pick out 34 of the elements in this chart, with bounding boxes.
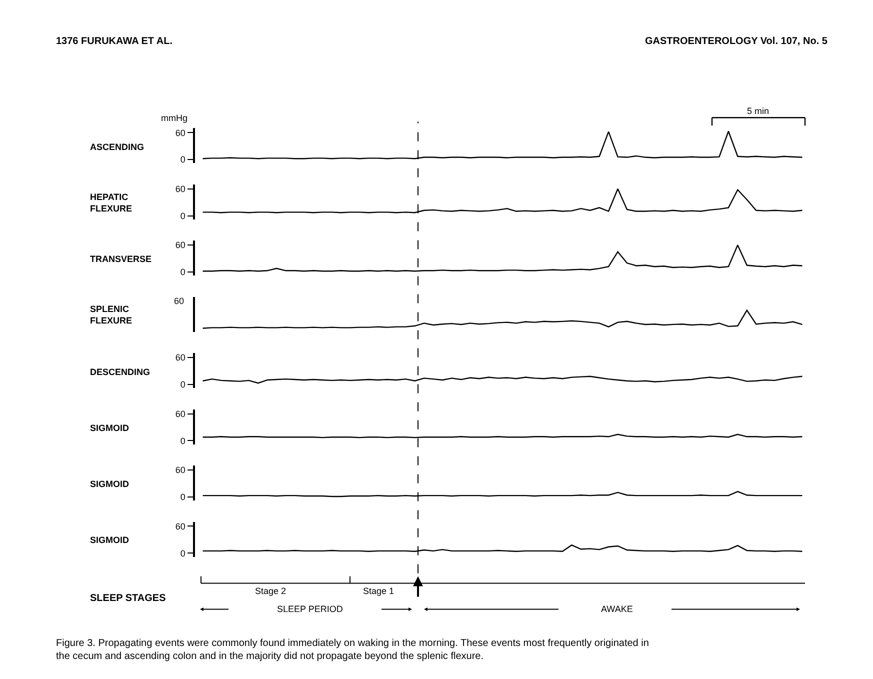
- y-axis-title: SIGMOID: [90, 479, 130, 489]
- y-tick-label: 0: [180, 548, 186, 558]
- caption: Figure 3. Propagating events were commonly found immediately on waking in the morning. These events most frequently originated in the cecum and ascending colon and in the majority did not propagate beyond the splenic flexure.: [56, 638, 649, 662]
- y-tick-label: 60: [175, 465, 186, 476]
- y-tick-label: 0: [180, 267, 186, 278]
- text: Stage 1: [363, 586, 394, 596]
- y-tick-label: 0: [180, 154, 186, 165]
- line-series: [202, 244, 803, 272]
- y-axis-title: ASCENDING: [90, 142, 144, 152]
- y-axis-title: TRANSVERSE: [90, 254, 152, 264]
- y-tick-label: 0: [180, 210, 186, 221]
- text: Stage 2: [255, 586, 286, 596]
- y-tick-label: 60: [175, 184, 186, 194]
- text: 5 min: [747, 106, 770, 116]
- y-axis-title: SIGMOID: [90, 423, 130, 433]
- y-tick-label: 60: [175, 352, 186, 363]
- y-tick-label: 60: [175, 240, 186, 250]
- y-tick-label: 60: [175, 521, 186, 532]
- y-axis-title: DESCENDING: [90, 367, 150, 377]
- y-tick-label: 60: [175, 128, 186, 138]
- text: GASTROENTEROLOGY Vol. 107, No. 5: [645, 36, 828, 47]
- y-axis-title: SIGMOID: [90, 535, 130, 545]
- text: mmHg: [161, 113, 188, 123]
- text: 1376 FURUKAWA ET AL.: [56, 36, 173, 47]
- text: AWAKE: [601, 604, 633, 614]
- text: SLEEP STAGES: [90, 593, 166, 604]
- y-tick-label: 60: [175, 408, 186, 419]
- y-axis-title: SPLENIC FLEXURE: [90, 304, 132, 326]
- y-axis-title: HEPATIC FLEXURE: [90, 192, 132, 214]
- y-tick-label: 0: [180, 492, 186, 502]
- y-tick-label: 0: [180, 380, 186, 390]
- y-tick-label: 0: [180, 436, 186, 446]
- line-series: [202, 376, 803, 384]
- text: SLEEP PERIOD: [277, 604, 344, 614]
